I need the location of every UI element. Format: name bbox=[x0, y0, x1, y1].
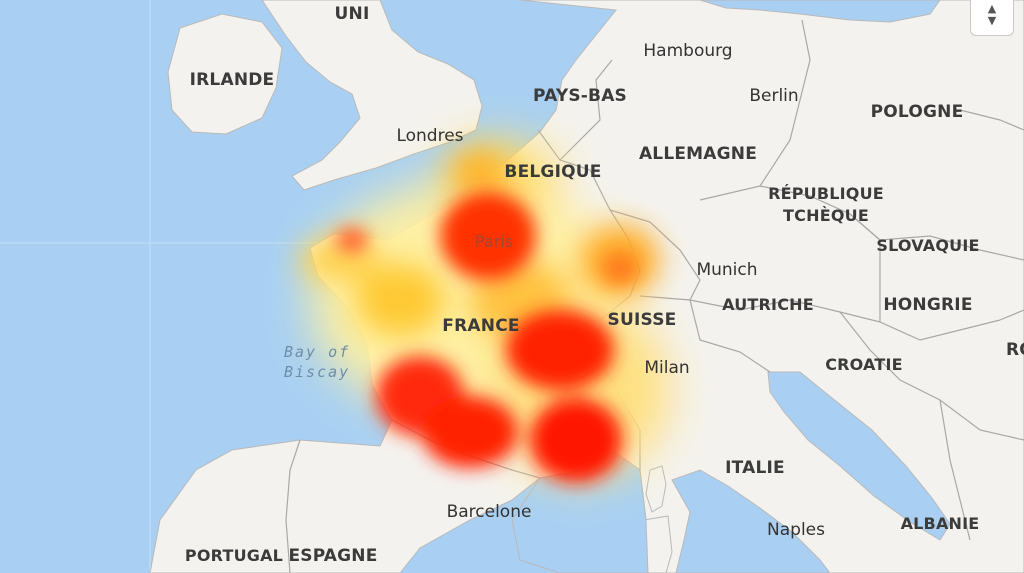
country-label-czech-line2: TCHÈQUE bbox=[783, 206, 869, 225]
city-label-paris: Paris bbox=[474, 232, 514, 251]
country-label-hungary: HONGRIE bbox=[883, 295, 973, 315]
country-label-uk: UNI bbox=[334, 4, 370, 24]
country-label-spain: ESPAGNE bbox=[288, 546, 378, 566]
country-label-austria: AUTRICHE bbox=[722, 295, 814, 314]
map-zoom-control[interactable]: ▲ ▼ bbox=[970, 0, 1014, 36]
corsica-landmass bbox=[645, 465, 667, 513]
triangle-up-icon[interactable]: ▲ bbox=[987, 2, 997, 15]
country-label-portugal: PORTUGAL bbox=[184, 546, 284, 565]
outage-heat-layer bbox=[300, 140, 670, 482]
country-label-albania: ALBANIE bbox=[900, 514, 980, 533]
tyrrhenian-sea bbox=[671, 469, 831, 573]
country-label-belgium: BELGIQUE bbox=[504, 162, 602, 182]
country-label-slovakia: SLOVAQUIE bbox=[876, 236, 980, 255]
country-label-poland: POLOGNE bbox=[870, 102, 964, 122]
country-label-czech-line1: RÉPUBLIQUE bbox=[768, 184, 884, 203]
ireland-landmass bbox=[167, 13, 283, 135]
city-label-hamburg: Hambourg bbox=[643, 41, 733, 61]
sea-label-bay-of-biscay: Bay of Biscay bbox=[284, 342, 350, 382]
city-label-milan: Milan bbox=[644, 358, 690, 378]
sea-label-line2: Biscay bbox=[284, 363, 351, 381]
city-label-munich: Munich bbox=[696, 260, 758, 280]
country-label-ireland: IRLANDE bbox=[189, 70, 275, 90]
city-label-barcelona: Barcelone bbox=[446, 502, 532, 522]
country-label-croatia: CROATIE bbox=[825, 355, 903, 374]
country-label-italy: ITALIE bbox=[725, 458, 785, 478]
baltic-sea bbox=[699, 0, 941, 23]
country-label-switzerland: SUISSE bbox=[607, 310, 677, 330]
country-label-germany: ALLEMAGNE bbox=[638, 144, 758, 164]
country-label-france: FRANCE bbox=[442, 316, 520, 336]
country-label-netherlands: PAYS-BAS bbox=[533, 86, 627, 106]
city-label-berlin: Berlin bbox=[749, 86, 799, 106]
great-britain-landmass bbox=[261, 0, 483, 191]
city-label-naples: Naples bbox=[767, 520, 825, 540]
country-label-romania: RO bbox=[1006, 340, 1024, 360]
triangle-down-icon[interactable]: ▼ bbox=[987, 14, 997, 27]
sea-label-line1: Bay of bbox=[284, 343, 351, 361]
adriatic-sea bbox=[767, 371, 951, 541]
city-label-london: Londres bbox=[396, 126, 464, 146]
